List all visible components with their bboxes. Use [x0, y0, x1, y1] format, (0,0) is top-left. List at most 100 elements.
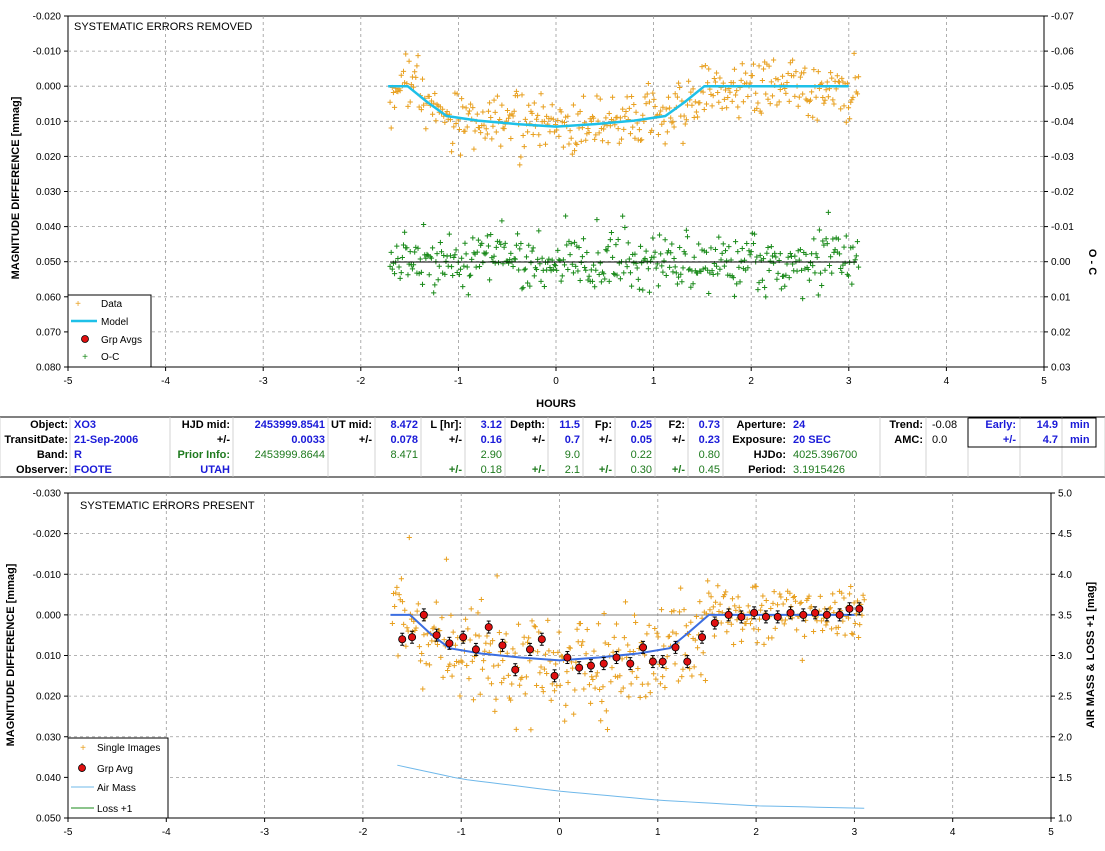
single-image-point: [473, 632, 479, 638]
top-y-ticks: -0.020 -0.010 0.000 0.010 0.020 0.030 0.040 0.0…: [33, 12, 68, 374]
data-point: [804, 98, 810, 104]
single-image-point: [681, 607, 687, 613]
legend-single-marker: +: [80, 743, 86, 754]
single-image-point: [599, 698, 605, 705]
data-point: [754, 105, 760, 112]
oc-point: [404, 245, 410, 251]
oc-point: [691, 254, 697, 260]
data-point: [395, 89, 401, 95]
single-image-point: [437, 628, 443, 634]
oc-point: [394, 243, 400, 249]
oc-point: [442, 271, 448, 277]
oc-point: [470, 235, 476, 241]
data-point: [513, 88, 520, 94]
single-image-point: [544, 670, 550, 677]
data-point: [662, 141, 668, 147]
single-image-point: [616, 647, 622, 653]
data-point: [690, 86, 696, 92]
oc-point: [395, 255, 401, 262]
oc-point: [772, 250, 778, 256]
single-image-point: [431, 624, 437, 630]
data-point: [415, 53, 421, 59]
single-image-point: [574, 626, 580, 632]
data-point: [738, 77, 744, 83]
data-point: [510, 113, 516, 119]
oc-point: [726, 244, 732, 250]
oc-point: [690, 281, 696, 287]
oc-point: [528, 260, 534, 266]
data-point: [699, 64, 705, 70]
data-point: [693, 109, 700, 115]
data-point: [727, 89, 733, 95]
data-point: [834, 73, 840, 79]
data-point: [566, 141, 572, 147]
oc-point: [465, 292, 471, 298]
data-point: [795, 103, 801, 109]
single-image-point: [548, 697, 554, 703]
single-image-point: [509, 681, 515, 687]
oc-point: [839, 269, 845, 276]
single-image-point: [515, 621, 522, 627]
oc-point: [806, 277, 812, 283]
single-image-point: [651, 671, 657, 677]
oc-point: [632, 251, 638, 257]
oc-point: [655, 283, 662, 289]
legend-single-label: Single Images: [97, 743, 160, 754]
single-image-point: [457, 693, 463, 699]
y-tick-label: 0.040: [36, 773, 61, 784]
oc-point: [620, 213, 626, 219]
data-point: [811, 66, 817, 73]
oc-point: [736, 264, 742, 270]
single-image-point: [700, 650, 706, 656]
single-image-point: [819, 627, 826, 634]
oc-point: [541, 283, 547, 290]
data-point: [624, 94, 630, 100]
oc-point: [688, 284, 694, 290]
single-image-point: [797, 600, 803, 606]
data-point: [615, 126, 621, 132]
oc-point: [518, 240, 524, 247]
x-tick-label: -1: [454, 376, 463, 387]
data-point: [715, 89, 721, 96]
single-image-point: [794, 627, 800, 633]
data-point: [544, 113, 550, 119]
single-image-point: [589, 674, 595, 680]
single-image-point: [620, 685, 626, 691]
data-point: [681, 113, 687, 119]
oc-point: [538, 278, 544, 284]
oc-point: [595, 250, 601, 256]
oc-point: [475, 237, 482, 243]
grp-avg-point: [710, 619, 719, 628]
table-cell: +/-: [532, 434, 545, 446]
oc-point: [446, 231, 452, 237]
data-point: [609, 94, 616, 100]
oc-point: [431, 290, 437, 296]
oc-point: [841, 244, 847, 250]
oc-point: [613, 242, 619, 248]
oc-point: [547, 264, 553, 271]
oc-point: [646, 289, 653, 295]
single-image-point: [453, 658, 460, 665]
data-point: [694, 114, 701, 120]
single-image-point: [471, 654, 478, 660]
single-image-point: [573, 659, 579, 665]
data-point: [570, 102, 577, 108]
data-point: [774, 102, 780, 108]
single-image-point: [657, 681, 664, 687]
oc-point: [451, 254, 457, 261]
data-point: [712, 79, 719, 85]
data-point: [639, 137, 645, 143]
single-image-point: [861, 597, 867, 603]
oc-point: [743, 267, 749, 273]
single-image-point: [769, 635, 775, 641]
data-point: [655, 131, 662, 138]
single-image-point: [771, 589, 777, 595]
oc-point: [626, 256, 632, 262]
oc-point: [397, 275, 403, 281]
oc-point: [567, 251, 573, 258]
oc-point: [782, 283, 788, 289]
oc-point: [488, 231, 494, 238]
single-image-point: [389, 620, 395, 627]
single-image-point: [501, 675, 507, 681]
y-right-tick-label: 4.0: [1058, 570, 1072, 581]
